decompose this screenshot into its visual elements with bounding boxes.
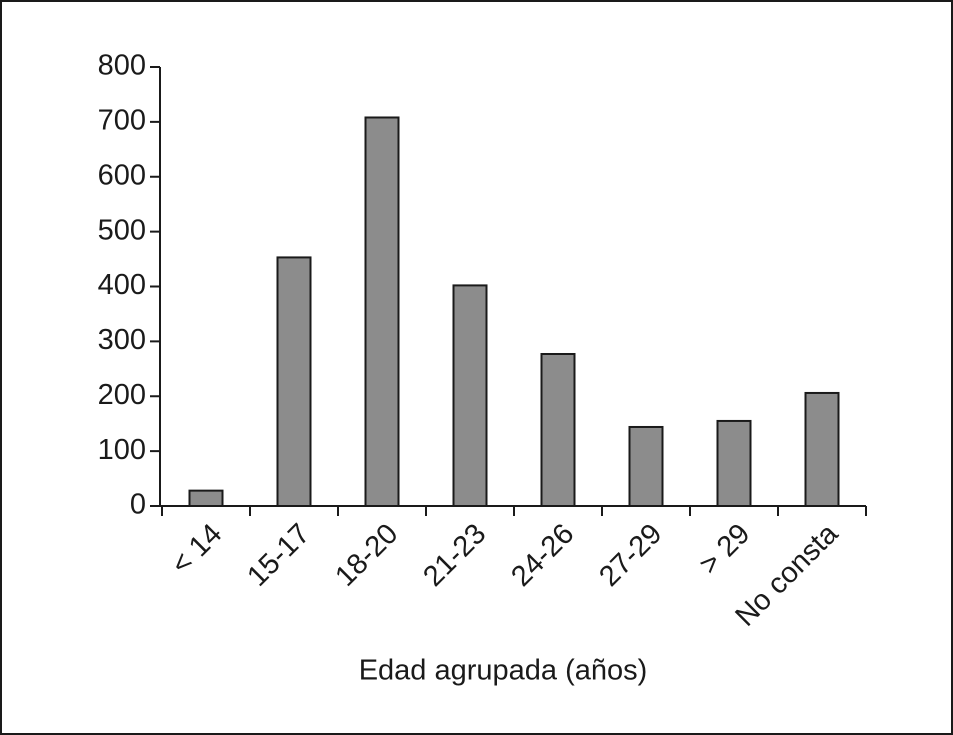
y-tick-label: 0 [130, 489, 146, 521]
bar [804, 391, 840, 507]
bar [540, 352, 576, 507]
bar [628, 425, 664, 508]
bar [188, 489, 224, 508]
y-tick-label: 600 [98, 159, 146, 191]
bar [716, 419, 752, 508]
y-tick-label: 500 [98, 214, 146, 246]
y-tick-label: 100 [98, 434, 146, 466]
y-tick-label: 400 [98, 269, 146, 301]
bar [364, 116, 400, 508]
y-tick-label: 300 [98, 324, 146, 356]
x-axis-label: Edad agrupada (años) [359, 655, 648, 687]
bar [276, 256, 312, 508]
y-tick-label: 200 [98, 379, 146, 411]
y-tick-label: 700 [98, 105, 146, 137]
bar [452, 284, 488, 507]
y-tick-label: 800 [98, 50, 146, 82]
